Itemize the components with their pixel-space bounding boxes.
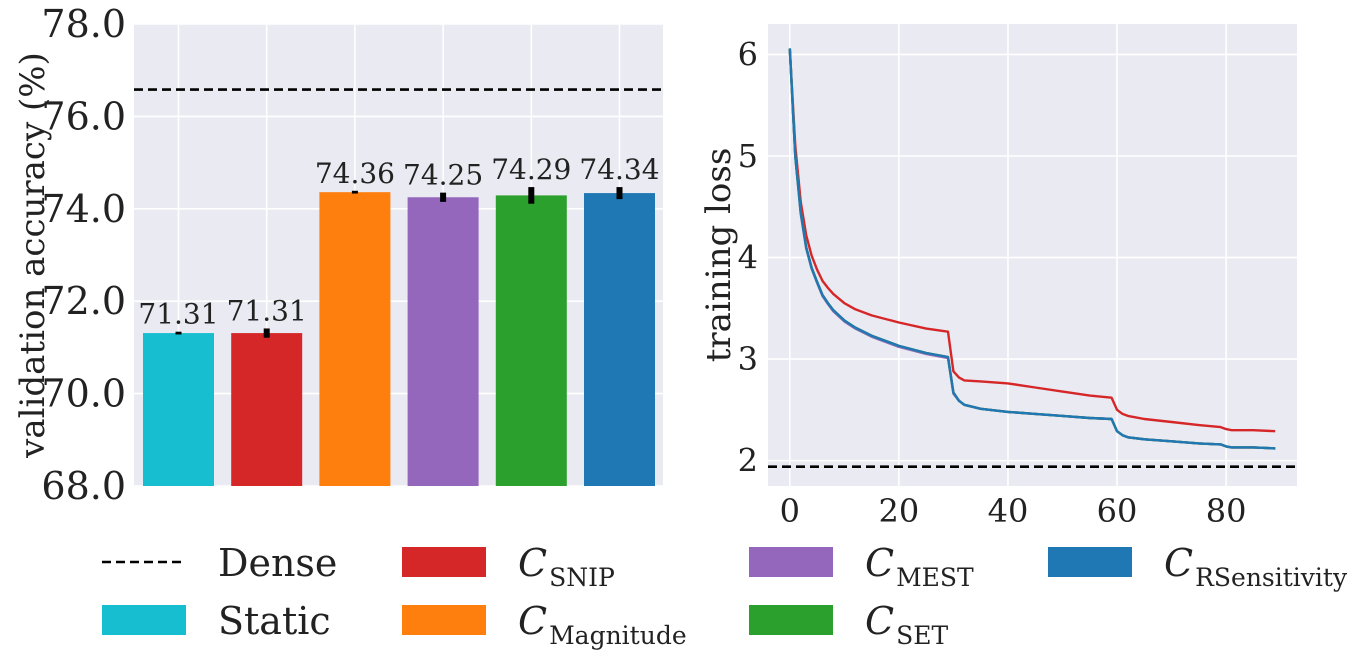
legend-swatch-rsensitivity: [1048, 547, 1132, 577]
bar-chart-bars: [143, 192, 655, 487]
line-chart-x-ticks: 0 20 40 60 80: [780, 492, 1247, 530]
bar-mest: [407, 197, 479, 486]
line-chart-y-ticks: 2 3 4 5 6: [738, 35, 758, 479]
value-label-static: 71.31: [138, 298, 218, 331]
bar-chart-error-bars: [175, 187, 623, 338]
bar-y-tick-label-0: 68.0: [41, 464, 126, 508]
value-label-magnitude: 74.36: [315, 157, 395, 190]
loss-line-rsensitivity: [788, 48, 1276, 450]
line-y-tick-label-4: 6: [738, 35, 758, 73]
legend-label-magnitude: CMagnitude: [518, 599, 687, 650]
bar-set: [495, 195, 567, 487]
legend-swatch-static: [102, 605, 186, 635]
bar-magnitude: [319, 192, 391, 486]
legend-label-snip: CSNIP: [518, 541, 615, 592]
bar-snip: [231, 333, 303, 486]
line-x-tick-label-1: 20: [879, 492, 920, 530]
bar-rsensitivity: [584, 193, 655, 487]
line-chart: 2 3 4 5 6 0 20 40 60 80 training loss: [699, 24, 1297, 530]
bar-y-tick-label-2: 72.0: [41, 279, 126, 323]
bar-static: [143, 333, 214, 486]
line-x-tick-label-3: 60: [1097, 492, 1138, 530]
line-chart-panel: [768, 24, 1297, 486]
bar-chart-value-labels: 71.31 71.31 74.36 74.25 74.29 74.34: [138, 153, 659, 331]
legend-label-set: CSET: [865, 599, 948, 650]
legend-swatch-mest: [749, 547, 833, 577]
legend-swatch-set: [749, 605, 833, 635]
bar-chart: 71.31 71.31 74.36 74.25 74.29 74.34 68.0 70.0 7…: [13, 2, 663, 508]
bar-y-tick-label-5: 78.0: [41, 2, 126, 46]
legend-swatch-snip: [402, 547, 486, 577]
bar-y-tick-label-3: 74.0: [41, 187, 126, 231]
line-x-tick-label-2: 40: [988, 492, 1029, 530]
line-chart-series: [788, 48, 1276, 450]
loss-line-snip: [788, 49, 1276, 433]
line-chart-y-axis-title: training loss: [699, 148, 739, 363]
line-chart-grid: [768, 24, 1297, 486]
bar-chart-y-axis-title: validation accuracy (%): [13, 52, 53, 459]
value-label-snip: 71.31: [227, 294, 307, 327]
legend-swatch-magnitude: [402, 605, 486, 635]
line-x-tick-label-4: 80: [1206, 492, 1247, 530]
bar-chart-panel: [134, 24, 663, 486]
legend-label-static: Static: [218, 599, 331, 643]
line-y-tick-label-1: 3: [738, 340, 758, 378]
value-label-rsensitivity: 74.34: [579, 153, 659, 186]
value-label-set: 74.29: [491, 153, 571, 186]
line-y-tick-label-0: 2: [738, 442, 758, 480]
legend-label-mest: CMEST: [865, 541, 974, 592]
value-label-mest: 74.25: [403, 159, 483, 192]
bar-chart-y-ticks: 68.0 70.0 72.0 74.0 76.0 78.0: [41, 2, 126, 508]
legend-label-dense: Dense: [218, 541, 337, 585]
legend-label-rsensitivity: CRSensitivity: [1164, 541, 1348, 592]
legend: Dense Static CSNIP CMagnitude CMEST CSET CRSen…: [102, 541, 1348, 650]
line-y-tick-label-2: 4: [738, 239, 758, 277]
line-x-tick-label-0: 0: [780, 492, 800, 530]
line-y-tick-label-3: 5: [738, 137, 758, 175]
bar-y-tick-label-4: 76.0: [41, 94, 126, 138]
bar-y-tick-label-1: 70.0: [41, 372, 126, 416]
